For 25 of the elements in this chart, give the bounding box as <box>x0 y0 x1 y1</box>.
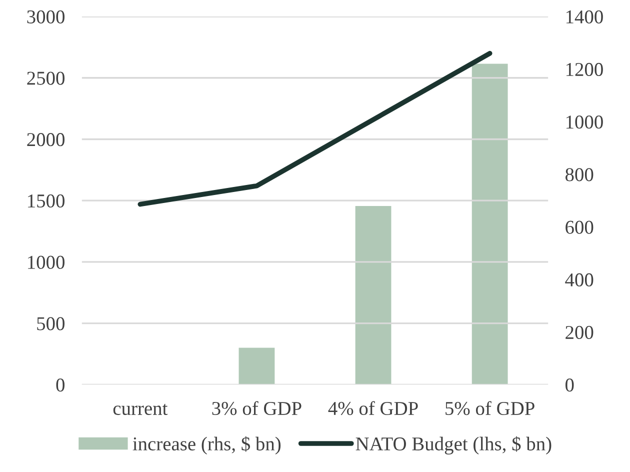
y2-tick-label: 800 <box>566 168 594 182</box>
legend-label: NATO Budget (lhs, $ bn) <box>356 436 552 454</box>
y-tick-label: 0 <box>56 378 64 392</box>
y-tick-label: 3000 <box>27 10 64 24</box>
x-tick-label: 4% of GDP <box>328 401 418 416</box>
x-tick-label: 3% of GDP <box>212 401 302 416</box>
y2-tick-label: 1400 <box>566 10 603 24</box>
y2-tick-label: 400 <box>565 273 594 286</box>
y2-tick-label: 0 <box>566 378 574 392</box>
bar <box>354 204 393 385</box>
y-tick-label: 2000 <box>27 133 64 146</box>
line-series <box>138 50 492 207</box>
y2-tick-label: 200 <box>566 326 594 340</box>
bar <box>237 346 276 385</box>
x-tick-label: current <box>113 404 168 416</box>
y-tick-label: 1500 <box>28 194 64 208</box>
bar <box>470 62 510 385</box>
y-tick-label: 1000 <box>28 256 64 269</box>
y-tick-label: 2500 <box>27 72 64 85</box>
y-tick-label: 500 <box>37 317 64 330</box>
y2-tick-label: 1000 <box>566 116 603 129</box>
x-tick-label: 5% of GDP <box>446 401 534 416</box>
y2-tick-label: 1200 <box>566 62 603 76</box>
legend-label: increase (rhs, $ bn) <box>132 436 281 454</box>
y2-tick-label: 600 <box>566 220 594 234</box>
